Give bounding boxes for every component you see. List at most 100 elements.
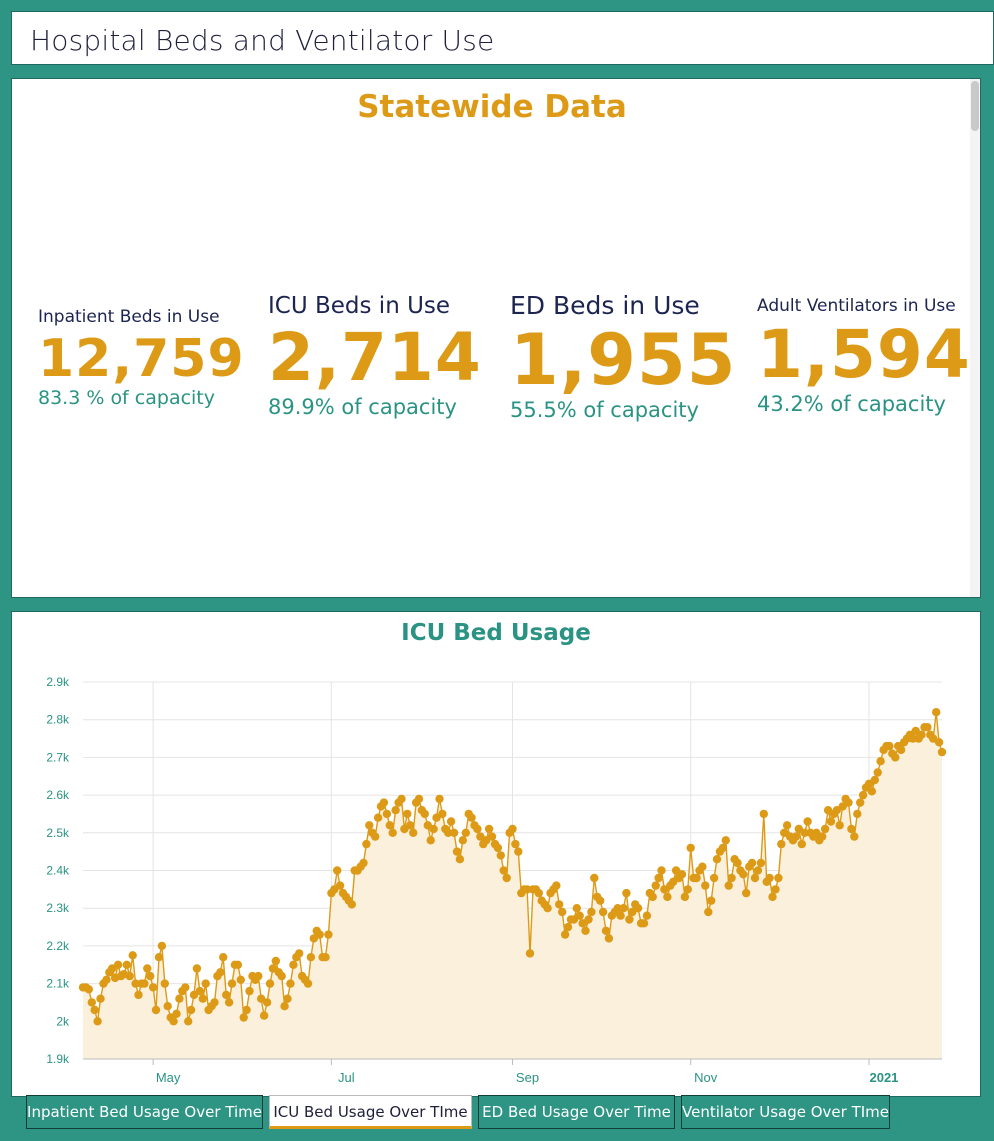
data-point[interactable] [896, 745, 906, 755]
data-point[interactable] [385, 821, 394, 830]
data-point[interactable] [525, 949, 535, 958]
data-point[interactable] [113, 960, 123, 969]
data-point[interactable] [227, 979, 237, 988]
data-point[interactable] [169, 1017, 178, 1026]
data-point[interactable] [406, 821, 415, 830]
data-point[interactable] [154, 953, 164, 962]
data-point[interactable] [324, 930, 333, 939]
data-point[interactable] [192, 964, 202, 973]
data-point[interactable] [885, 741, 894, 751]
data-point[interactable] [642, 911, 652, 920]
data-point[interactable] [382, 809, 392, 819]
data-point[interactable] [604, 934, 614, 943]
data-point[interactable] [707, 896, 716, 905]
data-point[interactable] [633, 904, 643, 913]
data-point[interactable] [452, 847, 462, 856]
data-point[interactable] [125, 971, 134, 981]
data-point[interactable] [131, 979, 140, 988]
data-point[interactable] [280, 1002, 289, 1011]
data-point[interactable] [473, 824, 482, 834]
data-point[interactable] [923, 723, 932, 732]
data-point[interactable] [93, 1017, 102, 1026]
data-point[interactable] [242, 1005, 251, 1015]
data-point[interactable] [721, 836, 730, 845]
data-point[interactable] [321, 953, 330, 962]
data-point[interactable] [718, 843, 728, 853]
data-point[interactable] [429, 824, 438, 834]
data-point[interactable] [140, 979, 149, 988]
data-point[interactable] [747, 858, 757, 868]
data-point[interactable] [575, 911, 584, 920]
data-point[interactable] [765, 873, 774, 883]
data-point[interactable] [534, 888, 543, 898]
scrollbar[interactable] [970, 79, 980, 597]
data-point[interactable] [587, 907, 596, 917]
data-point[interactable] [856, 798, 865, 807]
data-point[interactable] [254, 971, 263, 981]
data-point[interactable] [686, 843, 695, 853]
data-point[interactable] [388, 828, 397, 837]
data-point[interactable] [496, 851, 505, 860]
data-point[interactable] [90, 1005, 99, 1015]
data-point[interactable] [709, 873, 719, 883]
data-point[interactable] [134, 990, 143, 1000]
data-point[interactable] [543, 904, 552, 913]
data-point[interactable] [663, 892, 672, 902]
data-point[interactable] [572, 904, 581, 913]
data-point[interactable] [148, 983, 158, 992]
data-point[interactable] [698, 862, 707, 871]
data-point[interactable] [654, 873, 663, 883]
data-point[interactable] [648, 892, 657, 902]
data-point[interactable] [224, 998, 234, 1007]
data-point[interactable] [219, 953, 228, 962]
data-point[interactable] [289, 960, 298, 969]
data-point[interactable] [499, 866, 508, 875]
data-point[interactable] [484, 824, 494, 834]
data-point[interactable] [198, 994, 207, 1003]
data-point[interactable] [184, 1017, 193, 1026]
data-point[interactable] [657, 866, 666, 875]
data-point[interactable] [934, 738, 944, 747]
data-point[interactable] [613, 904, 622, 913]
data-point[interactable] [733, 858, 742, 868]
data-point[interactable] [271, 956, 280, 966]
data-point[interactable] [222, 990, 231, 1000]
data-point[interactable] [163, 1002, 172, 1011]
data-point[interactable] [850, 832, 859, 841]
data-point[interactable] [151, 1005, 161, 1015]
data-point[interactable] [818, 832, 827, 841]
data-point[interactable] [820, 824, 830, 834]
data-point[interactable] [295, 949, 304, 958]
data-point[interactable] [692, 873, 701, 883]
data-point[interactable] [216, 968, 225, 977]
data-point[interactable] [335, 881, 345, 890]
data-point[interactable] [265, 979, 275, 988]
data-point[interactable] [619, 904, 628, 913]
data-point[interactable] [175, 994, 184, 1003]
data-point[interactable] [458, 836, 467, 845]
data-point[interactable] [236, 975, 245, 984]
data-point[interactable] [467, 813, 476, 822]
data-point[interactable] [239, 1013, 248, 1022]
data-point[interactable] [680, 892, 690, 902]
data-point[interactable] [502, 873, 511, 883]
data-point[interactable] [210, 998, 219, 1007]
data-point[interactable] [876, 757, 885, 766]
data-point[interactable] [873, 768, 882, 777]
data-point[interactable] [333, 866, 342, 875]
data-point[interactable] [768, 892, 777, 902]
data-point[interactable] [891, 753, 900, 762]
data-point[interactable] [826, 817, 836, 826]
data-point[interactable] [858, 790, 868, 800]
data-point[interactable] [493, 843, 503, 853]
data-point[interactable] [596, 896, 605, 905]
data-point[interactable] [598, 907, 608, 917]
data-point[interactable] [771, 885, 780, 894]
data-point[interactable] [847, 824, 856, 834]
data-point[interactable] [426, 836, 435, 845]
data-point[interactable] [937, 747, 947, 757]
data-point[interactable] [487, 832, 497, 841]
data-point[interactable] [201, 979, 210, 988]
data-point[interactable] [552, 881, 561, 890]
data-point[interactable] [677, 870, 687, 879]
